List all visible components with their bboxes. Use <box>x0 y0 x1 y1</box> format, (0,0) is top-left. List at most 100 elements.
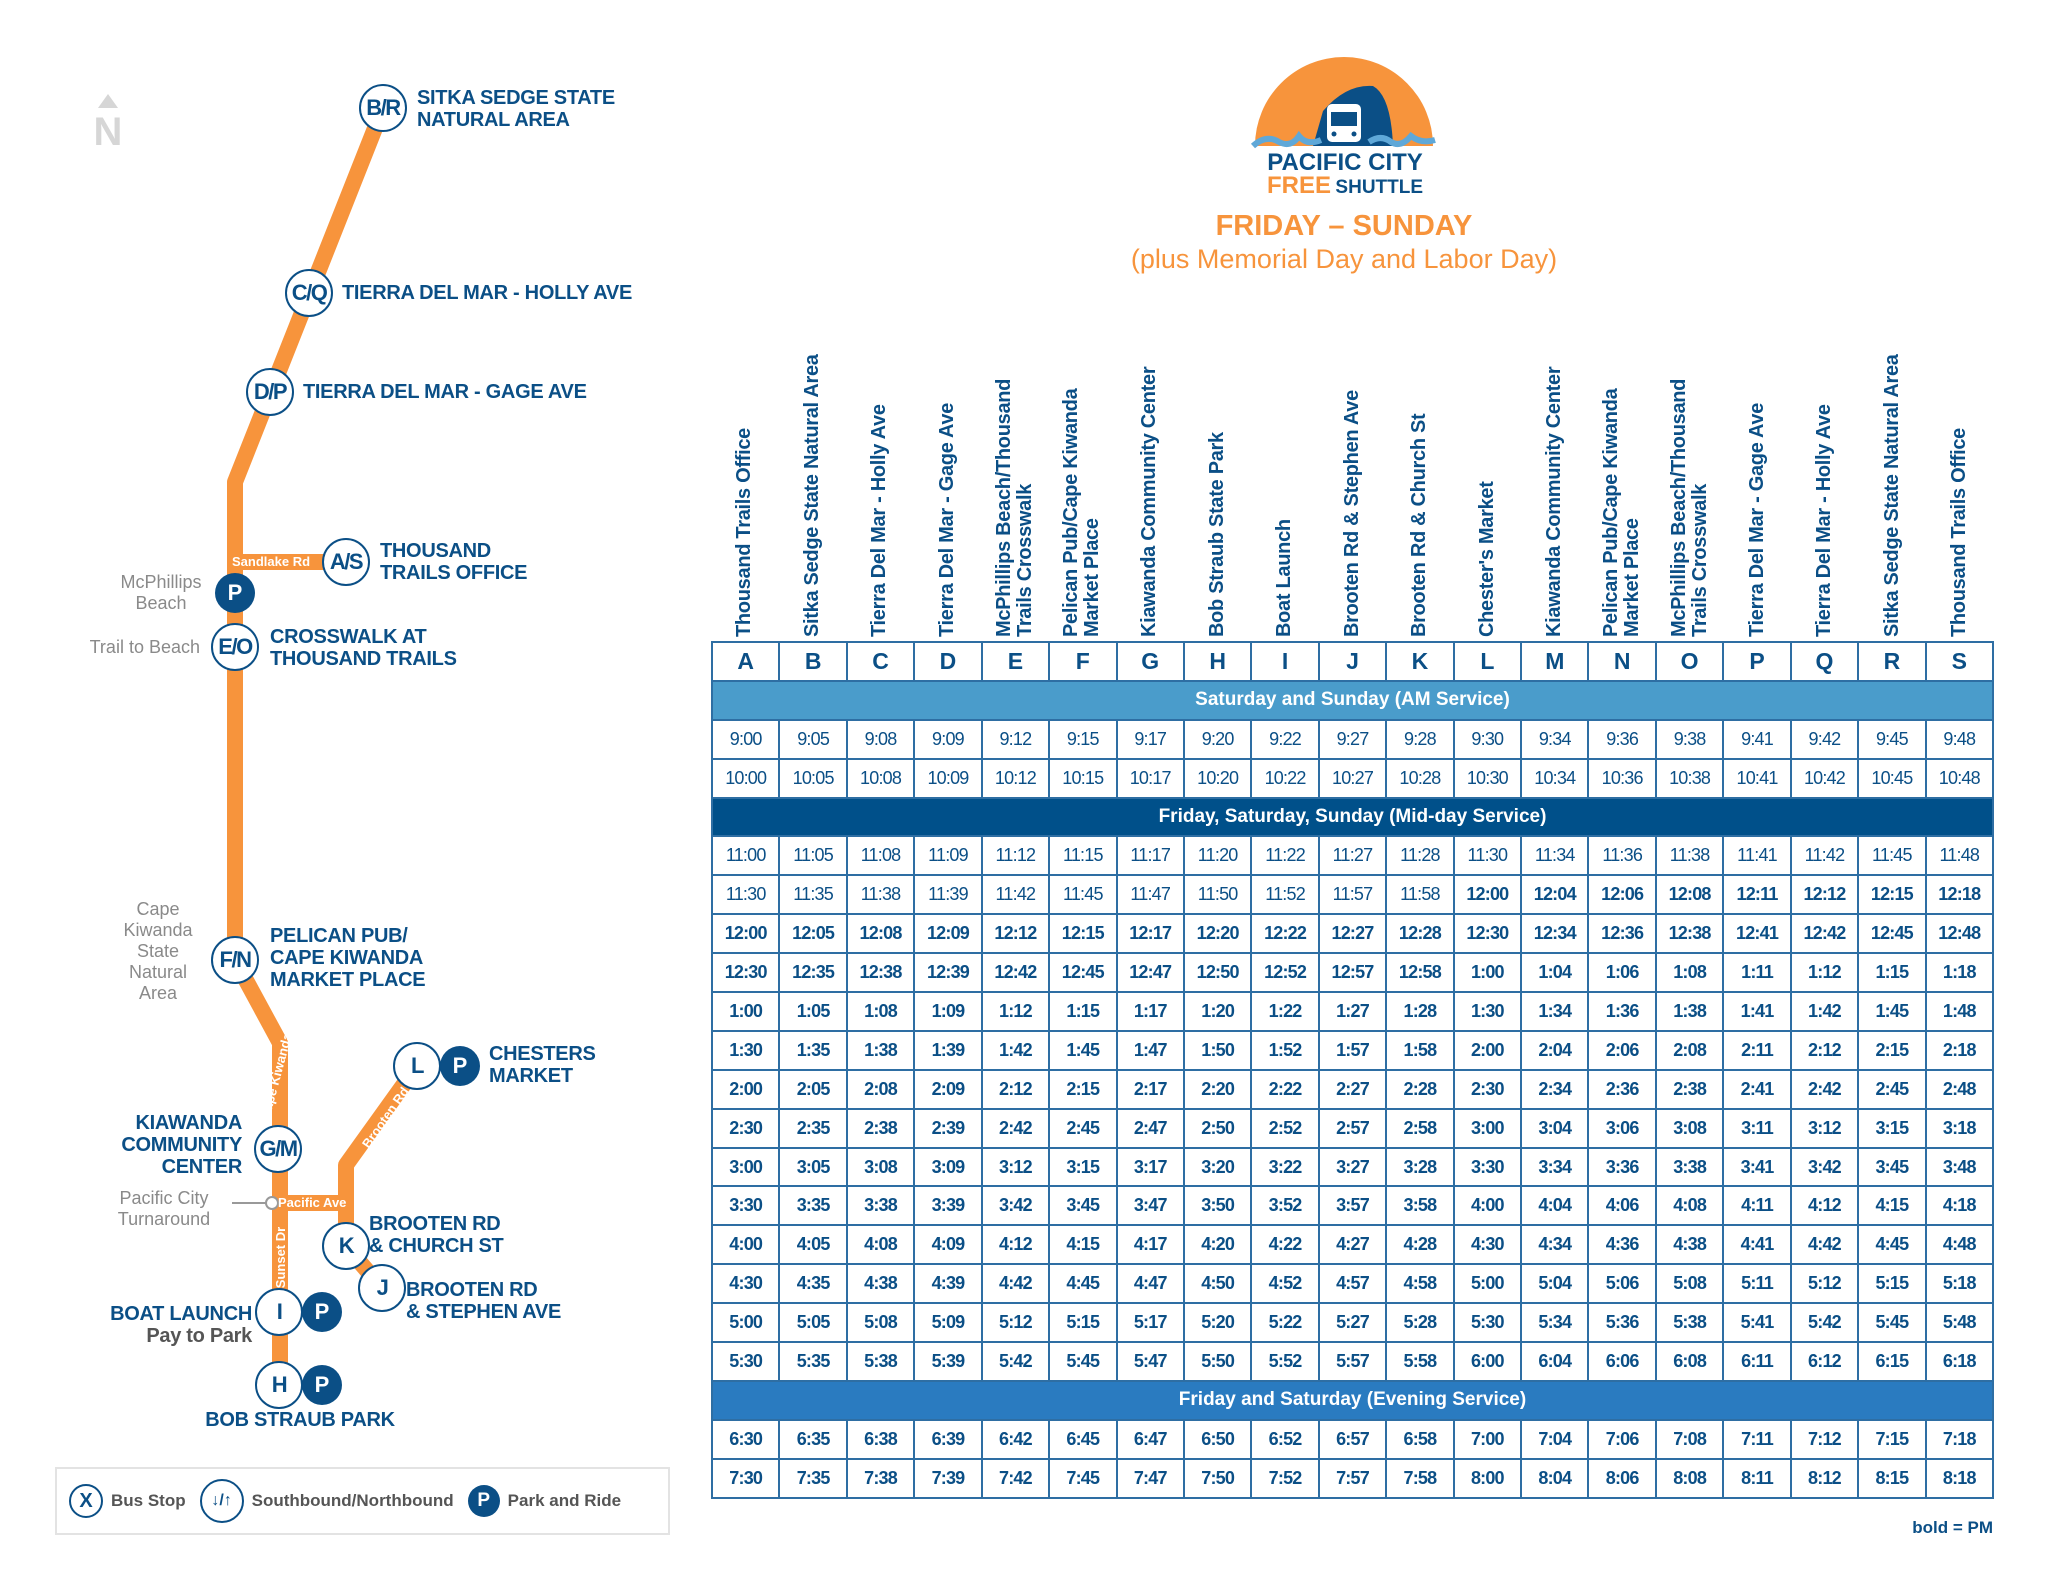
time-cell: 9:20 <box>1184 720 1253 760</box>
boat-launch-note: Pay to Park <box>146 1325 252 1347</box>
stop-letter: A <box>713 643 781 682</box>
time-cell: 9:34 <box>1522 720 1590 760</box>
time-cell: 11:52 <box>1252 876 1320 916</box>
time-cell: 6:58 <box>1387 1420 1455 1460</box>
time-cell: 12:28 <box>1387 915 1455 955</box>
time-cell: 5:39 <box>915 1343 983 1382</box>
stop-l[interactable]: L <box>393 1042 441 1090</box>
stop-j[interactable]: J <box>358 1264 406 1312</box>
time-cell: 1:50 <box>1184 1031 1253 1071</box>
time-cell: 1:09 <box>915 993 983 1032</box>
time-cell: 8:15 <box>1859 1459 1927 1499</box>
time-cell: 6:00 <box>1454 1343 1523 1382</box>
stop-e-o[interactable]: E/O <box>211 623 259 671</box>
stop-b-r[interactable]: B/R <box>359 84 407 132</box>
table-row: 9:00 9:05 9:08 9:09 9:12 9:15 9:17 9:20 9:22 9:27… <box>713 720 1995 760</box>
time-cell: 3:30 <box>713 1187 781 1227</box>
time-cell: 5:57 <box>1319 1343 1388 1382</box>
time-cell: 7:50 <box>1184 1459 1253 1499</box>
column-header: Thousand Trails Office <box>1926 297 1994 641</box>
time-cell: 12:58 <box>1387 954 1455 994</box>
time-cell: 3:12 <box>982 1148 1051 1188</box>
time-cell: 1:28 <box>1387 993 1455 1032</box>
time-cell: 4:15 <box>1859 1187 1927 1227</box>
logo-subtitle: FREE SHUTTLE <box>1200 174 1490 201</box>
time-cell: 6:45 <box>1050 1420 1118 1460</box>
stop-label-gage-ave: TIERRA DEL MAR - GAGE AVE <box>303 381 587 403</box>
time-cell: 12:35 <box>780 954 848 994</box>
stop-k[interactable]: K <box>322 1222 370 1270</box>
park-and-ride-icon: P <box>467 1485 500 1517</box>
stop-letter: G <box>1117 643 1185 682</box>
time-cell: 7:45 <box>1050 1459 1118 1499</box>
legend-bus-stop-label: Bus Stop <box>111 1491 186 1510</box>
time-cell: 12:42 <box>1791 915 1860 955</box>
column-header: Chester's Market <box>1454 297 1522 641</box>
time-cell: 2:04 <box>1522 1031 1590 1071</box>
time-cell: 2:20 <box>1184 1070 1253 1110</box>
time-cell: 11:41 <box>1724 837 1792 877</box>
time-cell: 6:50 <box>1184 1420 1253 1460</box>
map-legend: X Bus Stop ↓/↑ Southbound/Northbound P P… <box>55 1467 670 1535</box>
time-cell: 1:34 <box>1522 993 1590 1032</box>
time-cell: 3:05 <box>780 1148 848 1188</box>
time-cell: 9:22 <box>1252 720 1320 760</box>
time-cell: 12:12 <box>1791 876 1860 916</box>
time-cell: 5:30 <box>1454 1304 1523 1344</box>
stop-d-p[interactable]: D/P <box>246 368 294 416</box>
time-cell: 3:52 <box>1252 1187 1320 1227</box>
time-cell: 1:08 <box>847 993 916 1032</box>
table-row: 2:30 2:35 2:38 2:39 2:42 2:45 2:47 2:50 2:52 2:57… <box>713 1109 1995 1149</box>
time-cell: 2:38 <box>847 1109 916 1149</box>
time-cell: 11:42 <box>982 876 1051 916</box>
place-trail-to-beach: Trail to Beach <box>89 637 200 657</box>
stop-letter: Q <box>1791 643 1860 682</box>
time-cell: 11:00 <box>713 837 781 877</box>
column-header: Brooten Rd & Church St <box>1386 297 1454 641</box>
stop-letter: C <box>847 643 916 682</box>
table-row: 10:00 10:05 10:08 10:09 10:12 10:15 10:17 10:20… <box>713 759 1995 799</box>
column-headers: Thousand Trails Office Sitka Sedge State … <box>711 297 1994 641</box>
time-cell: 4:48 <box>1926 1226 1995 1266</box>
time-cell: 1:38 <box>847 1031 916 1071</box>
time-cell: 12:50 <box>1184 954 1253 994</box>
time-cell: 6:30 <box>713 1420 781 1460</box>
legend-bus-stop: X Bus Stop <box>69 1484 186 1518</box>
stop-c-q[interactable]: C/Q <box>285 269 333 317</box>
time-cell: 1:45 <box>1859 993 1927 1032</box>
stop-i[interactable]: I <box>255 1288 303 1336</box>
logo-free: FREE <box>1266 172 1331 199</box>
legend-park-ride: P Park and Ride <box>467 1485 621 1517</box>
time-cell: 3:58 <box>1387 1187 1455 1227</box>
time-cell: 11:34 <box>1522 837 1590 877</box>
time-cell: 7:42 <box>982 1459 1051 1499</box>
time-cell: 8:08 <box>1656 1459 1725 1499</box>
time-cell: 5:08 <box>847 1304 916 1344</box>
time-cell: 5:35 <box>780 1343 848 1382</box>
time-cell: 4:41 <box>1724 1226 1792 1266</box>
time-cell: 2:09 <box>915 1070 983 1110</box>
time-cell: 11:15 <box>1050 837 1118 877</box>
time-cell: 5:30 <box>713 1343 781 1382</box>
time-cell: 11:50 <box>1184 876 1253 916</box>
time-cell: 11:22 <box>1252 837 1320 877</box>
stop-name: Pelican Pub/Cape Kiwanda Market Place <box>1060 388 1104 637</box>
wave-shape <box>1251 130 1436 149</box>
section-band: Friday, Saturday, Sunday (Mid-day Servic… <box>713 798 1994 838</box>
time-cell: 2:45 <box>1050 1109 1118 1149</box>
page-title: FRIDAY – SUNDAY <box>1215 210 1473 242</box>
time-cell: 8:18 <box>1926 1459 1995 1499</box>
stop-label-thousand-trails: THOUSAND TRAILS OFFICE <box>380 540 528 584</box>
time-cell: 12:57 <box>1319 954 1388 994</box>
stop-a-s[interactable]: A/S <box>322 538 370 586</box>
park-and-ride-icon: P <box>215 573 255 613</box>
stop-g-m[interactable]: G/M <box>254 1125 302 1173</box>
time-cell: 4:45 <box>1859 1226 1927 1266</box>
time-cell: 5:36 <box>1589 1304 1657 1344</box>
stop-f-n[interactable]: F/N <box>211 936 259 984</box>
table-row: 7:30 7:35 7:38 7:39 7:42 7:45 7:47 7:50 7:52 7:57… <box>713 1459 1995 1499</box>
time-cell: 10:27 <box>1319 759 1388 799</box>
time-cell: 5:08 <box>1656 1265 1725 1305</box>
column-header: Bob Straub State Park <box>1184 297 1252 641</box>
stop-h[interactable]: H <box>255 1361 303 1409</box>
